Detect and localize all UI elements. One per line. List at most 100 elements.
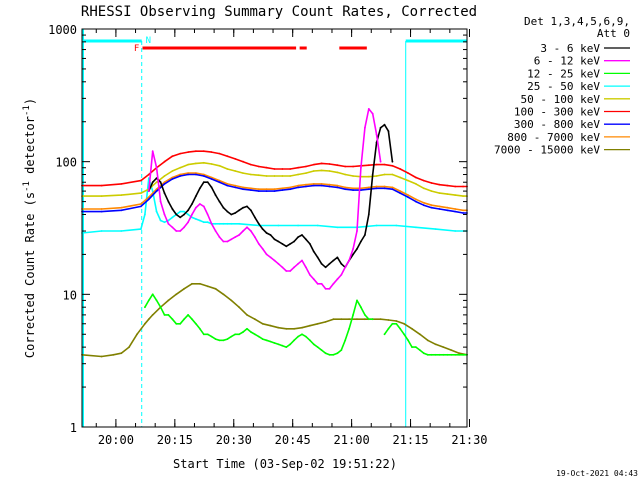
data-point bbox=[147, 318, 150, 321]
data-point bbox=[136, 333, 138, 336]
data-point bbox=[340, 318, 343, 321]
data-point bbox=[246, 205, 248, 208]
data-point bbox=[230, 238, 233, 241]
data-point bbox=[206, 333, 209, 336]
data-point bbox=[147, 198, 150, 201]
data-point bbox=[246, 226, 248, 229]
series-line bbox=[82, 162, 467, 197]
data-point bbox=[297, 186, 299, 189]
data-point bbox=[222, 206, 225, 209]
x-tick-label: 21:00 bbox=[334, 433, 370, 447]
data-point bbox=[340, 349, 343, 351]
data-point bbox=[312, 184, 315, 187]
data-point bbox=[140, 205, 142, 208]
data-point bbox=[293, 339, 295, 342]
data-point bbox=[422, 201, 425, 204]
y-axis-label: Corrected Count Rate (s-1 detector-1) bbox=[22, 98, 37, 358]
data-point bbox=[332, 259, 335, 262]
data-point bbox=[281, 344, 284, 347]
data-point bbox=[191, 213, 193, 216]
status-flag-label: N bbox=[146, 36, 151, 46]
data-point bbox=[462, 209, 464, 212]
data-point bbox=[367, 108, 370, 110]
data-point bbox=[289, 243, 292, 245]
data-point bbox=[214, 222, 217, 225]
legend-label: 300 - 800 keV bbox=[514, 118, 600, 131]
plot-frame bbox=[81, 28, 468, 428]
data-point bbox=[281, 187, 284, 190]
data-point bbox=[269, 340, 272, 343]
data-point bbox=[167, 222, 170, 225]
data-point bbox=[305, 183, 307, 186]
data-point bbox=[305, 185, 307, 188]
data-point bbox=[202, 175, 205, 177]
data-point bbox=[120, 206, 123, 209]
data-point bbox=[430, 182, 433, 184]
data-point bbox=[344, 339, 347, 342]
data-point bbox=[415, 183, 417, 185]
data-point bbox=[360, 306, 362, 309]
data-point bbox=[242, 172, 245, 175]
data-point bbox=[218, 179, 221, 182]
data-point bbox=[226, 240, 229, 243]
data-point bbox=[195, 150, 197, 153]
data-point bbox=[261, 248, 264, 250]
data-point bbox=[242, 160, 245, 163]
data-point bbox=[348, 327, 350, 330]
data-point bbox=[289, 175, 292, 177]
data-point bbox=[100, 355, 103, 358]
data-point bbox=[344, 266, 347, 269]
data-point bbox=[336, 278, 339, 281]
data-point bbox=[371, 112, 374, 115]
data-point bbox=[419, 349, 421, 351]
data-point bbox=[352, 248, 354, 250]
data-point bbox=[446, 184, 449, 187]
data-point bbox=[320, 349, 323, 351]
data-point bbox=[285, 245, 288, 248]
data-point bbox=[265, 339, 268, 342]
x-tick-label: 21:30 bbox=[451, 433, 487, 447]
data-point bbox=[356, 299, 358, 302]
data-point bbox=[305, 335, 307, 338]
series-line bbox=[81, 177, 467, 234]
data-point bbox=[383, 163, 386, 166]
data-point bbox=[446, 353, 449, 356]
data-point bbox=[242, 331, 245, 333]
data-point bbox=[415, 176, 417, 179]
data-point bbox=[399, 190, 402, 193]
data-point bbox=[462, 185, 464, 188]
data-point bbox=[250, 209, 252, 212]
data-point bbox=[309, 274, 311, 276]
data-point bbox=[195, 218, 197, 220]
data-point bbox=[328, 170, 331, 172]
data-point bbox=[316, 224, 319, 227]
data-point bbox=[195, 322, 197, 325]
data-point bbox=[297, 236, 299, 239]
data-point bbox=[297, 262, 299, 265]
data-point bbox=[352, 253, 354, 256]
data-point bbox=[273, 190, 276, 193]
data-point bbox=[277, 343, 280, 346]
data-point bbox=[340, 274, 343, 276]
data-point bbox=[210, 176, 213, 179]
data-point bbox=[348, 318, 350, 321]
data-point bbox=[367, 164, 370, 167]
legend-label: 6 - 12 keV bbox=[534, 55, 601, 68]
legend-label: 50 - 100 keV bbox=[521, 93, 601, 106]
data-point bbox=[273, 188, 276, 191]
data-point bbox=[289, 188, 292, 191]
data-point bbox=[367, 213, 370, 216]
data-point bbox=[195, 206, 197, 209]
data-point bbox=[151, 150, 154, 153]
data-point bbox=[415, 198, 417, 201]
data-point bbox=[391, 188, 394, 191]
x-tick-label: 20:00 bbox=[98, 433, 134, 447]
data-point bbox=[261, 338, 264, 340]
data-point bbox=[171, 178, 174, 180]
data-point bbox=[391, 164, 394, 167]
data-point bbox=[430, 190, 433, 193]
data-point bbox=[206, 285, 209, 288]
data-point bbox=[155, 190, 158, 193]
data-point bbox=[411, 346, 413, 348]
data-point bbox=[336, 352, 339, 355]
